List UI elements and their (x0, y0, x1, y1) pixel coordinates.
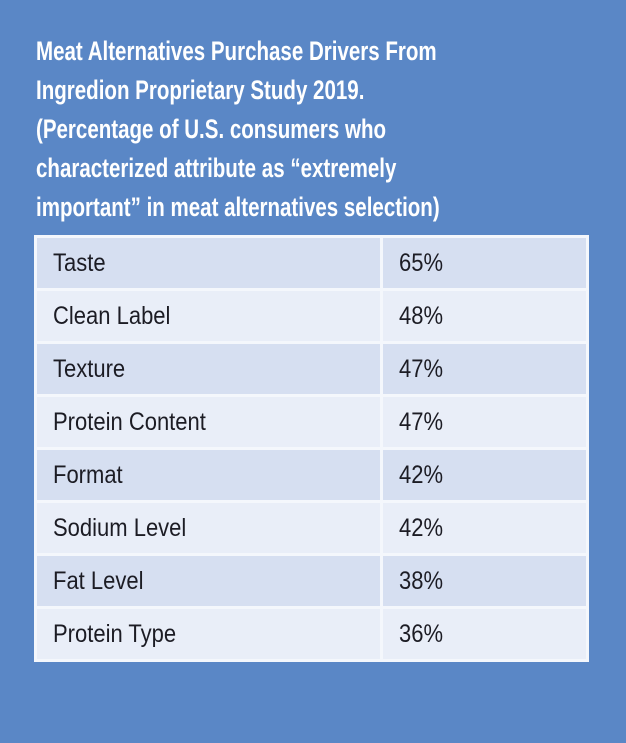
value-label: 38% (399, 566, 444, 595)
attribute-cell: Clean Label (34, 288, 383, 344)
value-cell: 36% (380, 606, 589, 662)
value-label: 47% (399, 407, 444, 436)
attribute-label: Protein Content (53, 407, 206, 436)
table-row: Taste 65% (34, 235, 589, 291)
attribute-cell: Protein Type (34, 606, 383, 662)
value-cell: 42% (380, 500, 589, 556)
attribute-cell: Sodium Level (34, 500, 383, 556)
table-row: Texture 47% (34, 341, 589, 397)
value-label: 48% (399, 301, 444, 330)
attribute-cell: Format (34, 447, 383, 503)
table-row: Sodium Level 42% (34, 500, 589, 556)
attribute-label: Fat Level (53, 566, 144, 595)
value-cell: 47% (380, 394, 589, 450)
value-cell: 42% (380, 447, 589, 503)
value-label: 42% (399, 513, 444, 542)
attribute-label: Format (53, 460, 123, 489)
attribute-cell: Protein Content (34, 394, 383, 450)
value-label: 42% (399, 460, 444, 489)
chart-title: Meat Alternatives Purchase Drivers From … (36, 36, 440, 222)
attribute-label: Texture (53, 354, 126, 383)
table-row: Protein Content 47% (34, 394, 589, 450)
table-row: Format 42% (34, 447, 589, 503)
attribute-label: Clean Label (53, 301, 171, 330)
value-label: 65% (399, 248, 444, 277)
value-cell: 48% (380, 288, 589, 344)
value-cell: 47% (380, 341, 589, 397)
purchase-drivers-table: Taste 65% Clean Label 48% Texture 47% Protein … (34, 235, 589, 662)
value-cell: 38% (380, 553, 589, 609)
attribute-label: Taste (53, 248, 106, 277)
table-row: Clean Label 48% (34, 288, 589, 344)
attribute-label: Protein Type (53, 619, 177, 648)
value-label: 36% (399, 619, 444, 648)
attribute-label: Sodium Level (53, 513, 187, 542)
attribute-cell: Fat Level (34, 553, 383, 609)
table-row: Fat Level 38% (34, 553, 589, 609)
value-cell: 65% (380, 235, 589, 291)
attribute-cell: Taste (34, 235, 383, 291)
attribute-cell: Texture (34, 341, 383, 397)
value-label: 47% (399, 354, 444, 383)
table-row: Protein Type 36% (34, 606, 589, 662)
